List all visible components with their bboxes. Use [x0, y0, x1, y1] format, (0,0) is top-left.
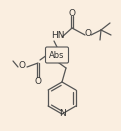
Text: O: O: [19, 61, 26, 70]
Text: N: N: [59, 110, 65, 119]
FancyBboxPatch shape: [45, 47, 68, 63]
Text: O: O: [34, 77, 42, 86]
Text: HN: HN: [51, 31, 65, 40]
Text: Abs: Abs: [49, 50, 65, 59]
Text: O: O: [68, 9, 76, 18]
Text: O: O: [84, 29, 91, 39]
